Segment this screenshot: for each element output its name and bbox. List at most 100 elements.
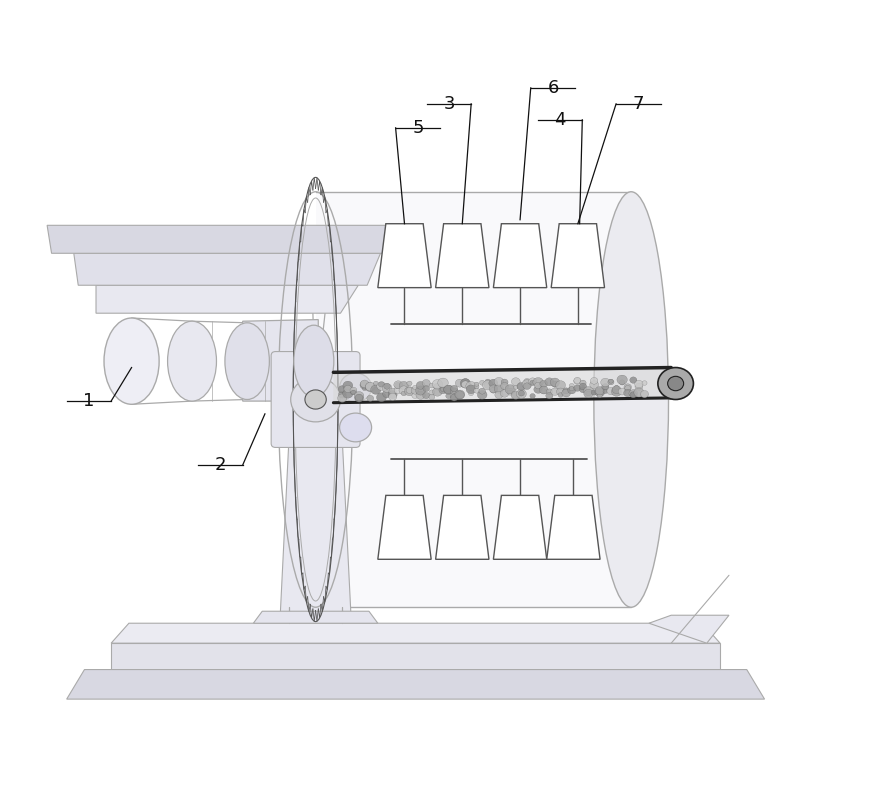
Circle shape: [376, 393, 387, 402]
Circle shape: [624, 389, 632, 396]
Circle shape: [641, 391, 648, 398]
Circle shape: [635, 380, 643, 388]
Polygon shape: [316, 192, 631, 607]
Circle shape: [388, 388, 396, 395]
Circle shape: [429, 383, 435, 388]
Circle shape: [625, 385, 630, 391]
Circle shape: [573, 377, 581, 384]
Circle shape: [558, 392, 563, 397]
Circle shape: [485, 379, 491, 384]
Circle shape: [490, 388, 497, 393]
Ellipse shape: [167, 321, 217, 401]
Polygon shape: [333, 368, 671, 403]
Circle shape: [469, 391, 474, 396]
Circle shape: [339, 392, 346, 398]
Circle shape: [635, 384, 643, 390]
Circle shape: [590, 377, 598, 384]
Circle shape: [394, 387, 402, 394]
Circle shape: [511, 378, 520, 386]
Polygon shape: [280, 439, 351, 619]
Circle shape: [474, 384, 479, 388]
Circle shape: [338, 394, 347, 403]
Circle shape: [399, 386, 409, 395]
Circle shape: [372, 388, 380, 394]
Circle shape: [508, 390, 513, 396]
Circle shape: [514, 385, 518, 389]
Circle shape: [601, 378, 610, 387]
Circle shape: [437, 378, 448, 388]
Circle shape: [433, 388, 443, 396]
Circle shape: [350, 388, 356, 394]
Circle shape: [562, 389, 571, 397]
Circle shape: [634, 388, 644, 397]
Circle shape: [546, 389, 553, 395]
Polygon shape: [67, 670, 765, 699]
Circle shape: [540, 380, 548, 388]
Circle shape: [360, 381, 369, 389]
Circle shape: [412, 385, 417, 390]
Circle shape: [422, 380, 430, 387]
Circle shape: [399, 381, 408, 390]
Circle shape: [365, 383, 375, 392]
Text: 5: 5: [412, 119, 423, 137]
Circle shape: [569, 384, 574, 388]
Circle shape: [494, 384, 504, 393]
Circle shape: [534, 382, 541, 389]
Circle shape: [586, 391, 591, 396]
Circle shape: [483, 380, 493, 390]
Circle shape: [394, 381, 403, 389]
Circle shape: [474, 388, 479, 393]
Polygon shape: [493, 495, 547, 559]
Circle shape: [580, 387, 587, 393]
Circle shape: [618, 388, 626, 395]
Circle shape: [583, 387, 594, 396]
Polygon shape: [551, 224, 605, 288]
Circle shape: [524, 379, 530, 384]
Circle shape: [373, 381, 379, 385]
Circle shape: [354, 392, 364, 400]
Polygon shape: [493, 224, 547, 288]
Circle shape: [455, 391, 464, 399]
Circle shape: [485, 382, 492, 388]
FancyBboxPatch shape: [271, 352, 360, 447]
Polygon shape: [243, 320, 318, 401]
Circle shape: [395, 382, 402, 389]
Polygon shape: [111, 643, 720, 670]
Circle shape: [495, 392, 503, 399]
Circle shape: [564, 388, 569, 394]
Circle shape: [351, 390, 356, 395]
Circle shape: [658, 368, 693, 400]
Circle shape: [551, 381, 558, 388]
Circle shape: [524, 383, 531, 390]
Circle shape: [609, 380, 613, 384]
Circle shape: [461, 379, 469, 386]
Text: 2: 2: [215, 456, 226, 474]
Circle shape: [603, 389, 608, 394]
Circle shape: [556, 380, 565, 390]
Polygon shape: [253, 611, 378, 623]
Circle shape: [379, 382, 385, 387]
Circle shape: [371, 385, 381, 395]
Polygon shape: [47, 225, 407, 253]
Circle shape: [642, 381, 647, 385]
Circle shape: [630, 392, 637, 398]
Circle shape: [451, 385, 458, 392]
Circle shape: [602, 384, 609, 390]
Circle shape: [377, 382, 386, 391]
Circle shape: [360, 380, 369, 388]
Circle shape: [569, 387, 574, 391]
Circle shape: [629, 377, 637, 384]
Circle shape: [568, 387, 576, 394]
Circle shape: [607, 388, 615, 395]
Circle shape: [507, 388, 513, 394]
Circle shape: [551, 388, 559, 396]
Circle shape: [412, 393, 418, 399]
Circle shape: [365, 382, 375, 391]
Circle shape: [546, 392, 553, 399]
Circle shape: [404, 387, 414, 396]
Polygon shape: [436, 495, 489, 559]
Circle shape: [573, 385, 581, 392]
Circle shape: [461, 379, 470, 388]
Circle shape: [580, 380, 586, 386]
Circle shape: [479, 388, 485, 394]
